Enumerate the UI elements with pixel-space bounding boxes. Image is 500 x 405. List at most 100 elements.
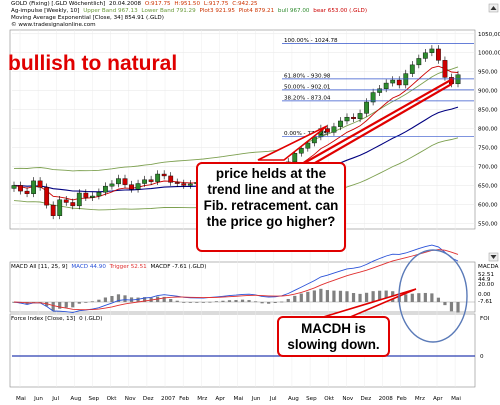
candle-body	[331, 126, 337, 133]
callout-macdh: MACDH is slowing down.	[277, 316, 390, 357]
candle-body	[305, 142, 311, 149]
macd-histogram-bar	[51, 302, 55, 311]
low-value: L:917.75	[203, 1, 229, 7]
macd-histogram-bar	[188, 302, 192, 303]
candle-body	[89, 195, 95, 198]
candle-body	[390, 79, 396, 84]
y-tick-label: 750,00	[478, 146, 498, 152]
macd-histogram-bar	[103, 297, 108, 302]
macd-histogram-bar	[195, 302, 199, 303]
macd-value: MACD 44.90	[71, 264, 106, 270]
macd-histogram-bar	[182, 302, 186, 303]
force-title-row: Force Index [Close, 13] 0 (.GLD)	[11, 316, 104, 322]
x-tick-label: Jul	[51, 396, 59, 402]
x-tick-label: Jun	[33, 396, 43, 402]
lower-band-value: Lower Band 791.29	[141, 8, 196, 14]
macd-histogram-bar	[234, 300, 238, 302]
x-tick-label: Sep	[306, 396, 317, 402]
candle-body	[135, 183, 141, 190]
macd-histogram-bar	[116, 294, 121, 302]
x-tick-label: Apr	[433, 396, 443, 402]
macd-histogram-bar	[64, 302, 68, 308]
macd-histogram-bar	[338, 290, 343, 302]
macd-axis-title: MACDA	[478, 264, 499, 270]
macd-histogram-bar	[260, 302, 264, 304]
candle-body	[292, 152, 298, 163]
macd-histogram-bar	[247, 300, 251, 302]
macd-histogram-bar	[77, 302, 81, 304]
candle-body	[298, 148, 304, 154]
candle-body	[351, 116, 356, 119]
x-tick-label: 2007	[161, 396, 176, 402]
macd-histogram-bar	[371, 291, 375, 302]
candle-body	[174, 182, 180, 184]
candle-body	[83, 192, 89, 198]
candle-body	[187, 183, 193, 186]
macdh-value: MACDF -7.61 (.GLD)	[150, 264, 207, 270]
high-value: H:951.50	[174, 1, 201, 7]
fib-level-label: 61.80% - 930.98	[284, 73, 331, 79]
candle-body	[396, 79, 402, 86]
candle-body	[76, 192, 82, 207]
header-date: 20.04.2008	[109, 1, 142, 7]
candle-body	[63, 199, 69, 203]
macd-histogram-bar	[280, 301, 284, 303]
candle-body	[57, 199, 63, 216]
x-tick-label: Mrz	[415, 396, 425, 402]
macd-histogram-bar	[240, 299, 245, 302]
y-tick-label: 950,00	[478, 70, 498, 76]
macd-axis-label: 52.51	[478, 272, 494, 278]
impulse-name: Ag-impulse [Weekly, 10]	[11, 8, 80, 14]
force-axis-title: FOI	[480, 316, 490, 322]
x-tick-label: Jul	[269, 396, 277, 402]
macd-histogram-bar	[286, 298, 290, 302]
candle-body	[50, 204, 56, 216]
macd-histogram-bar	[84, 302, 88, 303]
macd-histogram-bar	[404, 294, 408, 302]
candle-body	[148, 179, 154, 182]
candle-body	[383, 82, 389, 89]
candle-body	[11, 185, 17, 189]
x-tick-label: Mai	[16, 396, 26, 402]
scroll-up-button[interactable]	[488, 3, 499, 13]
macd-histogram-bar	[97, 299, 101, 302]
macd-panel-frame	[9, 261, 476, 313]
macd-histogram-bar	[162, 296, 166, 302]
macd-histogram-bar	[208, 301, 212, 303]
force-panel-frame	[9, 313, 476, 388]
scroll-down-button[interactable]	[488, 252, 499, 262]
macd-histogram-bar	[227, 300, 232, 302]
x-tick-label: Aug	[288, 396, 299, 402]
x-tick-label: Nov	[342, 396, 354, 402]
x-tick-label: Okt	[107, 396, 118, 402]
candle-body	[109, 183, 115, 187]
candle-body	[31, 180, 36, 194]
macd-highlight-ellipse	[398, 249, 468, 343]
macd-histogram-bar	[443, 302, 447, 306]
candle-body	[103, 185, 108, 193]
candle-body	[155, 173, 161, 182]
x-tick-label: Sep	[89, 396, 100, 402]
macd-axis-label: 0.00	[478, 292, 491, 298]
candle-body	[129, 184, 134, 190]
x-tick-label: Okt	[324, 396, 335, 402]
fib-level-label: 50.00% - 902.01	[284, 84, 331, 90]
macd-histogram-bar	[378, 290, 382, 302]
macd-histogram-bar	[430, 293, 434, 302]
macd-histogram-bar	[175, 300, 179, 302]
force-value: 0 (.GLD)	[79, 316, 103, 322]
macd-histogram-bar	[142, 297, 147, 302]
macd-histogram-bar	[306, 291, 310, 302]
macd-histogram-bar	[319, 288, 323, 302]
macd-histogram-bar	[267, 302, 271, 304]
fib-level-label: 0.00% - 779.25	[284, 131, 327, 137]
fib-level-label: 100.00% - 1024.78	[284, 38, 338, 44]
x-tick-label: Feb	[397, 396, 407, 402]
candle-body	[44, 187, 50, 206]
x-tick-label: Dez	[360, 396, 371, 402]
x-tick-label: Feb	[179, 396, 189, 402]
macd-histogram-bar	[312, 290, 316, 302]
macd-histogram-bar	[214, 301, 219, 303]
candle-body	[142, 179, 147, 184]
candle-body	[409, 64, 415, 74]
